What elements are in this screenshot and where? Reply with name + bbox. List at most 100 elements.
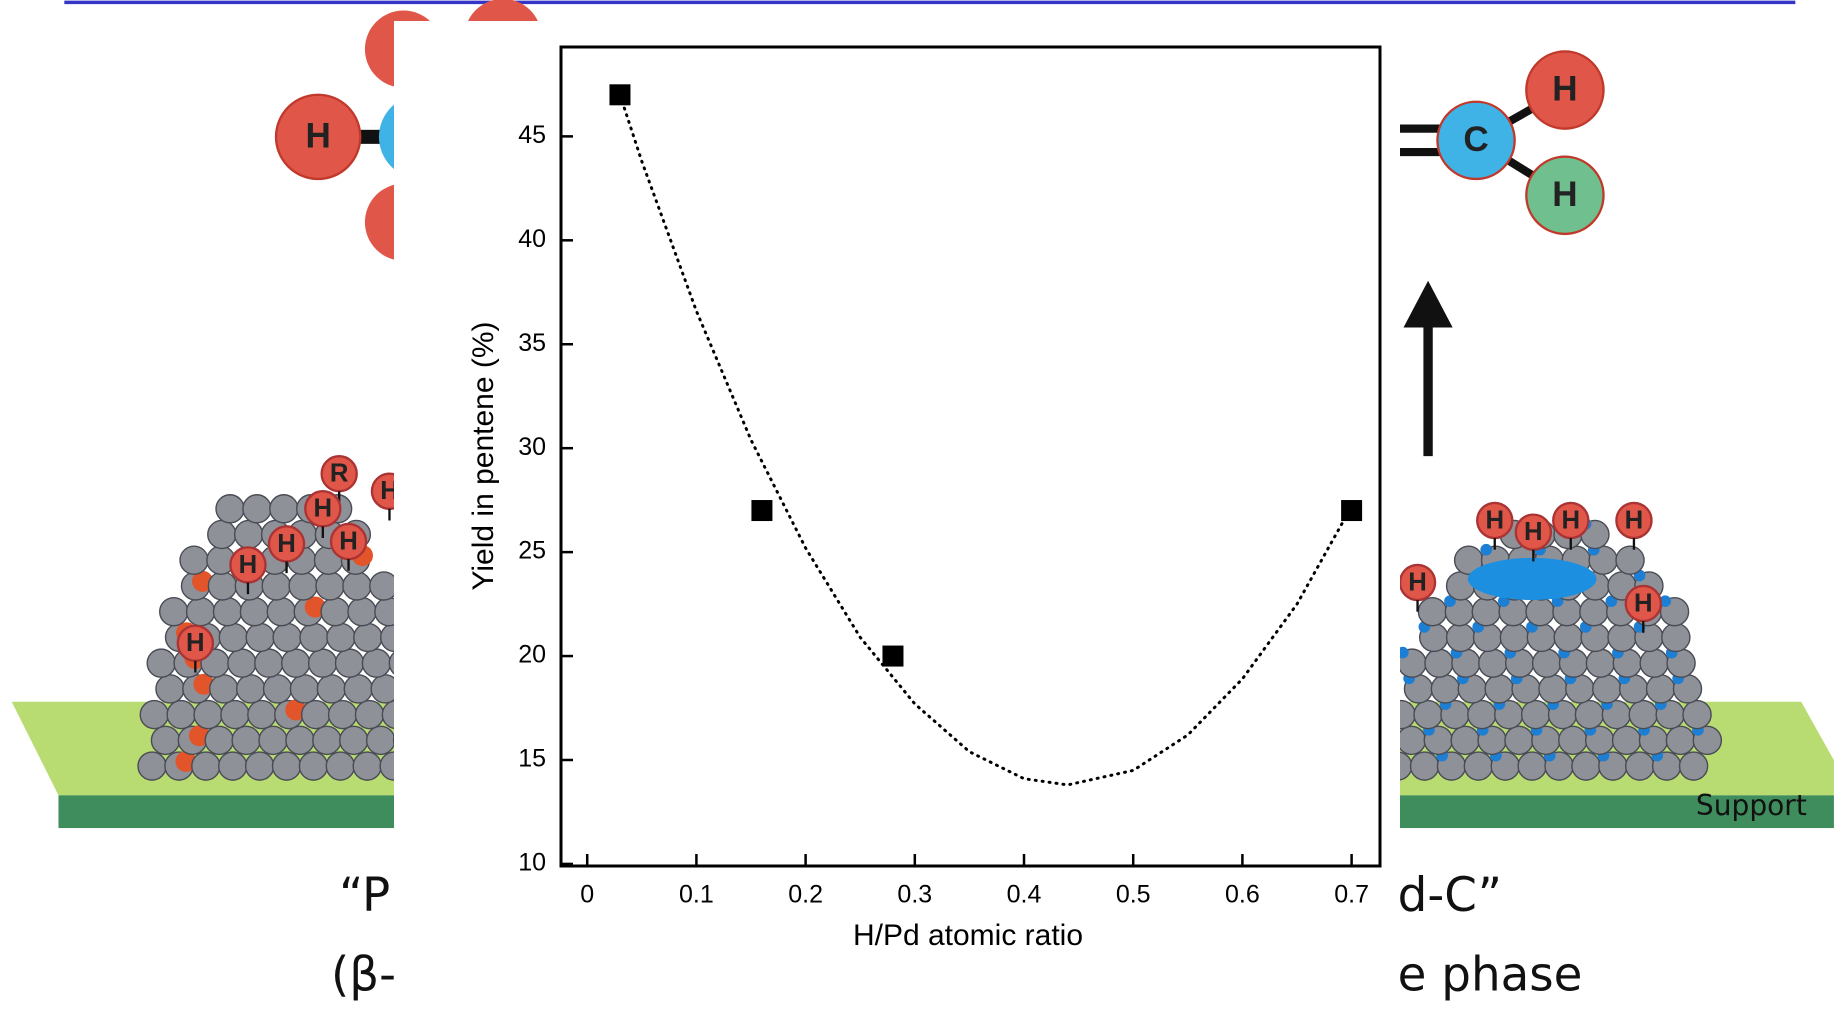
particle [1525, 596, 1555, 627]
particle [1484, 674, 1514, 704]
x-tick-label: 0.7 [1334, 881, 1369, 909]
particle [271, 751, 302, 781]
particle [339, 725, 369, 756]
particle [220, 699, 250, 730]
particle [1430, 674, 1461, 704]
carbon [1480, 543, 1493, 556]
particle [258, 725, 288, 756]
particle [315, 571, 345, 601]
particle [1628, 699, 1658, 730]
x-tick-label: 0.6 [1225, 881, 1260, 909]
particle [204, 725, 235, 756]
particle [254, 648, 284, 678]
support-label: Support [1696, 789, 1807, 822]
slide-text: e phase [1398, 948, 1583, 1002]
particle [312, 725, 342, 756]
x-tick-label: 0.4 [1007, 881, 1042, 909]
particle [285, 725, 315, 756]
atom [1525, 50, 1605, 130]
y-tick-label: 25 [518, 537, 546, 565]
particle [245, 622, 275, 653]
particle [1499, 622, 1530, 653]
particle [1467, 699, 1497, 730]
y-tick-label: 20 [518, 641, 546, 669]
particle [298, 751, 329, 781]
particle [1417, 596, 1448, 627]
particle [150, 725, 181, 756]
particle [280, 648, 311, 678]
atom-label: H [277, 530, 296, 558]
particle [1517, 751, 1547, 781]
particle [1504, 725, 1534, 756]
particle [244, 751, 275, 781]
atom-label: H [239, 551, 258, 579]
particle [1615, 545, 1645, 575]
x-tick-label: 0.5 [1116, 881, 1151, 909]
particle [262, 674, 293, 704]
particle [261, 571, 291, 601]
particle [1645, 674, 1676, 704]
particle [1611, 725, 1642, 756]
atom-label: H [1552, 69, 1577, 108]
particle [166, 699, 196, 730]
atom [1525, 155, 1605, 236]
atom-label: H [314, 495, 333, 523]
atom-label: H [1552, 175, 1577, 214]
particle [155, 674, 185, 704]
particle [316, 674, 347, 704]
y-axis-label: Yield in pentene (%) [467, 321, 500, 590]
y-tick-label: 45 [518, 121, 546, 149]
particle [352, 751, 382, 781]
chart: Yield in pentene (%) H/Pd atomic ratio 1… [467, 45, 1382, 952]
atom [329, 522, 368, 561]
atom-label: H [1485, 506, 1504, 534]
particle [185, 596, 216, 627]
particle [1478, 648, 1508, 678]
x-tick-label: 0.2 [788, 881, 823, 909]
plot-frame [559, 45, 1382, 868]
arrow-head [1403, 280, 1453, 328]
y-tick-label: 35 [518, 329, 546, 357]
particle [327, 699, 358, 730]
particle [361, 648, 392, 678]
atom-label: H [1625, 506, 1644, 534]
fit-curve [618, 93, 1354, 787]
particle [1396, 725, 1427, 756]
particle [1665, 725, 1696, 756]
particle [227, 648, 257, 678]
particle [1450, 725, 1480, 756]
particle [1579, 596, 1609, 627]
particle [365, 725, 396, 756]
slide-text: d-C” [1398, 869, 1502, 923]
particle [1445, 622, 1476, 653]
atom [1514, 513, 1553, 551]
particle [269, 494, 299, 524]
support-edge [58, 795, 398, 829]
particle [1574, 699, 1605, 730]
particle [289, 674, 320, 704]
particle [1531, 648, 1562, 678]
particle [146, 648, 176, 678]
particle [307, 648, 338, 678]
particle [266, 596, 297, 627]
atom [274, 93, 362, 181]
particle [218, 751, 248, 781]
particle [272, 622, 302, 653]
particle [347, 596, 377, 627]
particle [320, 596, 350, 627]
particle [158, 596, 189, 627]
particle [139, 699, 170, 730]
particle [215, 494, 245, 524]
particle [1520, 699, 1551, 730]
atom-label: H [1408, 568, 1427, 596]
atom-label: R [330, 460, 349, 488]
slide-text: “P [339, 869, 390, 923]
particle [1661, 622, 1691, 653]
atom-label: H [1634, 589, 1653, 617]
y-tick-label: 10 [518, 849, 546, 877]
particle [247, 699, 277, 730]
y-tick-label: 15 [518, 745, 546, 773]
slide-text: (β- [331, 948, 396, 1002]
